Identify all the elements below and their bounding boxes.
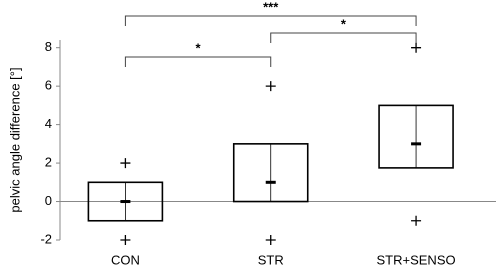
y-tick-label: 2 (45, 155, 52, 170)
y-tick-label: 6 (45, 78, 52, 93)
outlier-marker (265, 81, 276, 92)
significance-bracket (270, 32, 417, 43)
outlier-marker (120, 158, 131, 169)
y-tick-label: -2 (40, 231, 52, 246)
y-tick-label: 8 (45, 39, 52, 54)
x-tick-label: CON (111, 252, 140, 267)
significance-label: * (341, 16, 347, 31)
y-tick-label: 0 (45, 193, 52, 208)
y-axis-label: pelvic angle difference [°] (7, 67, 22, 212)
outlier-marker (120, 235, 131, 245)
box (232, 143, 309, 203)
x-tick-label: STR+SENSO (377, 252, 456, 267)
significance-bracket (124, 15, 417, 26)
box (87, 181, 164, 222)
y-tick-label: 4 (45, 116, 52, 131)
box (378, 104, 454, 169)
significance-bracket (124, 56, 272, 67)
x-tick-label: STR (258, 252, 284, 267)
outlier-marker (411, 215, 422, 226)
significance-label: *** (263, 0, 279, 14)
significance-label: * (196, 40, 202, 55)
outlier-marker (265, 235, 276, 245)
outlier-marker (411, 42, 422, 53)
